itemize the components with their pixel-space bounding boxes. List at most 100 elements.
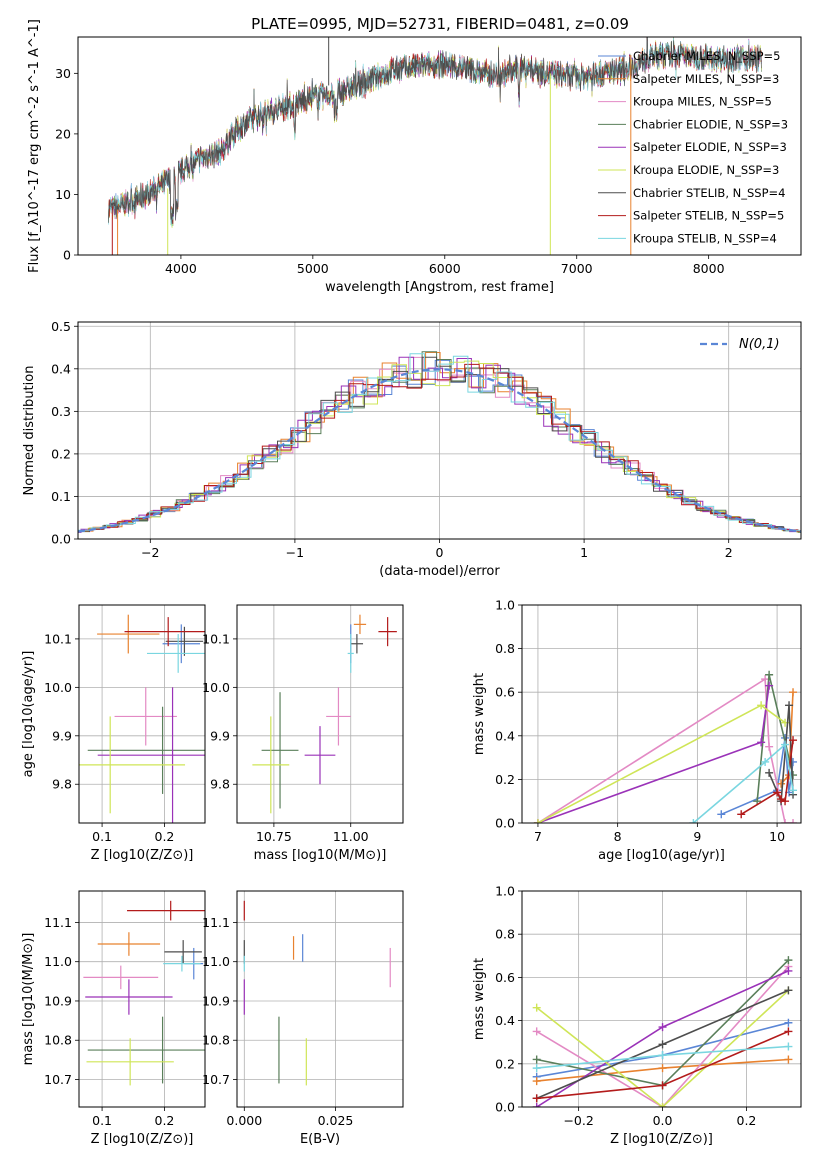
y-tick-label: 0.4 xyxy=(51,361,71,376)
errorbar-point-chabrier_elodie xyxy=(87,706,205,794)
weight-series-salpeter_stelib xyxy=(737,736,798,819)
age-vs-metallicity-panel: 0.1 0.2 9.8 9.9 10.0 10.1 Z [log10(Z/Z⊙)] age [… xyxy=(21,604,206,863)
legend-label-chabrier_elodie: Chabrier ELODIE, N_SSP=3 xyxy=(633,117,788,131)
weight-marker xyxy=(532,1003,541,1012)
weight-marker xyxy=(765,768,774,777)
weight-marker xyxy=(789,688,798,697)
residual-histograms xyxy=(78,351,801,533)
x-tick-label: −1 xyxy=(286,545,304,560)
figure-title: PLATE=0995, MJD=52731, FIBERID=0481, z=0… xyxy=(251,15,629,33)
weight-vs-age-panel: 7 8 9 10 0.0 0.2 0.4 0.6 0.8 1.0 age [log10(age/yr… xyxy=(472,598,802,863)
x-tick-label: 0.2 xyxy=(155,1113,175,1128)
weight-series-salpeter_miles xyxy=(532,1055,793,1086)
weight-marker xyxy=(532,1103,541,1107)
errorbar-point-chabrier_stelib xyxy=(350,634,364,654)
errorbar-point-salpeter_elodie xyxy=(97,687,205,823)
weight-marker xyxy=(761,675,770,684)
y-tick-label: 1.0 xyxy=(495,598,515,613)
x-tick-label: 2 xyxy=(725,545,733,560)
weight-marker xyxy=(533,819,542,823)
errorbar-point-chabrier_elodie xyxy=(261,692,299,809)
y-tick-label: 10.1 xyxy=(44,631,72,646)
errorbar-point-salpeter_miles xyxy=(97,614,160,654)
weight-marker xyxy=(658,1081,667,1090)
x-tick-label: 9 xyxy=(693,829,701,844)
weight-marker xyxy=(532,1027,541,1036)
x-axis-label: E(B-V) xyxy=(300,1132,340,1147)
errorbar-point-kroupa_stelib xyxy=(146,634,205,673)
weight-marker xyxy=(777,779,786,788)
mass_vs_Z-grid xyxy=(79,891,205,1107)
y-tick-label: 0.2 xyxy=(495,772,515,787)
weight-marker xyxy=(773,788,782,797)
errorbar-point-kroupa_miles xyxy=(83,965,159,990)
weight-marker xyxy=(757,701,766,710)
weight-marker xyxy=(789,819,798,823)
weight-marker xyxy=(784,1055,793,1064)
weight-marker xyxy=(784,1018,793,1027)
weight-marker xyxy=(658,1064,667,1073)
y-tick-label: 10.0 xyxy=(44,680,72,695)
y-tick-label: 0.8 xyxy=(495,641,515,656)
weight-marker xyxy=(784,1027,793,1036)
x-tick-label: 8000 xyxy=(693,261,725,276)
x-axis-label: Z [log10(Z/Z⊙)] xyxy=(91,1132,194,1147)
y-tick-label: 0.6 xyxy=(495,685,515,700)
weight-marker xyxy=(784,986,793,995)
weight-marker xyxy=(658,1023,667,1032)
x-tick-label: 0.1 xyxy=(92,829,112,844)
y-axis-label: age [log10(age/yr)] xyxy=(21,651,36,778)
weight-marker xyxy=(689,819,698,823)
mass-vs-metallicity-panel: 0.1 0.2 10.7 10.8 10.9 11.0 11.1 Z [log10(Z/Z⊙)… xyxy=(21,890,206,1147)
y-tick-label: 0.6 xyxy=(495,970,515,985)
weight-marker xyxy=(532,1094,541,1103)
weight-marker xyxy=(737,810,746,819)
x-axis-label: Z [log10(Z/Z⊙)] xyxy=(610,1132,713,1147)
gaussian-reference-curve xyxy=(78,368,801,533)
weight-marker xyxy=(532,1064,541,1073)
weight-marker xyxy=(658,1103,667,1107)
errorbar-point-kroupa_miles xyxy=(326,687,351,746)
x-tick-label: −0.2 xyxy=(563,1113,593,1128)
x-axis-label: wavelength [Angstrom, rest frame] xyxy=(325,280,554,295)
y-tick-label: 0.4 xyxy=(495,1013,515,1028)
weight-marker xyxy=(765,681,774,690)
y-tick-label: 10.7 xyxy=(202,1072,230,1087)
errorbar-point-kroupa_miles xyxy=(114,687,177,746)
errorbar-point-salpeter_stelib xyxy=(378,617,397,647)
y-tick-label: 0.1 xyxy=(51,489,71,504)
x-tick-label: 7000 xyxy=(561,261,593,276)
x-tick-label: 0.2 xyxy=(155,829,175,844)
axes-frame xyxy=(521,890,802,1108)
residuals-legend: N(0,1) xyxy=(700,337,780,352)
weight_vs_age-series xyxy=(533,670,798,823)
weight-marker xyxy=(658,1051,667,1060)
y-tick-label: 0.0 xyxy=(51,532,71,547)
errorbar-point-kroupa_elodie xyxy=(79,716,186,814)
spectrum-legend: Chabrier MILES, N_SSP=5 Salpeter MILES, N… xyxy=(598,49,788,245)
legend-label-gaussian: N(0,1) xyxy=(739,337,780,352)
legend-label-salpeter_miles: Salpeter MILES, N_SSP=3 xyxy=(633,72,779,86)
x-tick-label: 10 xyxy=(769,829,785,844)
errorbar-point-kroupa_elodie xyxy=(86,1038,174,1086)
y-tick-label: 0.8 xyxy=(495,927,515,942)
x-tick-label: 10.75 xyxy=(256,829,292,844)
mass_vs_Z-points xyxy=(83,900,205,1086)
weight-series-kroupa_stelib xyxy=(689,740,798,823)
y-axis-label: Normed distribution xyxy=(22,366,37,496)
y-tick-label: 10.7 xyxy=(44,1072,72,1087)
weight-marker xyxy=(532,1055,541,1064)
errorbar-point-chabrier_elodie xyxy=(87,1016,205,1084)
y-tick-label: 10.1 xyxy=(202,631,230,646)
errorbar-point-salpeter_stelib xyxy=(127,900,205,921)
legend-label-kroupa_elodie: Kroupa ELODIE, N_SSP=3 xyxy=(633,163,779,177)
x-tick-label: 0.025 xyxy=(318,1113,354,1128)
x-tick-label: 6000 xyxy=(429,261,461,276)
y-tick-label: 10.9 xyxy=(44,993,72,1008)
weight-marker xyxy=(781,797,790,806)
x-axis-label: mass [log10(M/M⊙)] xyxy=(254,848,387,863)
x-tick-label: −2 xyxy=(141,545,159,560)
weight-marker xyxy=(789,736,798,745)
x-tick-label: 0.0 xyxy=(653,1113,673,1128)
